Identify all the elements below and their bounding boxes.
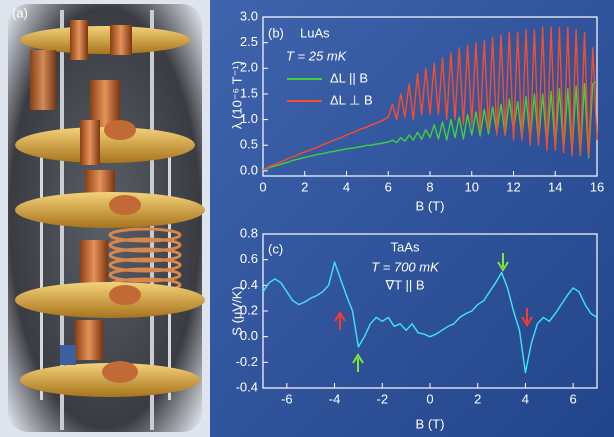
y-tick-label: 1.5 [240,85,258,100]
legend-label: ΔL ⊥ B [330,92,373,107]
y-tick-label: -0.4 [236,379,258,394]
x-axis-label: B (T) [416,416,445,431]
x-tick-label: 2 [301,179,308,194]
panel-label: (c) [268,241,283,256]
y-tick-label: 1.0 [240,111,258,126]
x-tick-label: 4 [522,391,529,406]
x-tick-label: 10 [465,179,479,194]
x-tick-label: 0 [426,391,433,406]
x-tick-label: -4 [329,391,341,406]
photo [0,0,210,437]
x-tick-label: 16 [590,179,604,194]
x-tick-label: -6 [281,391,293,406]
y-tick-label: -0.2 [236,354,258,369]
x-tick-label: 8 [426,179,433,194]
x-tick-label: 14 [548,179,562,194]
x-tick-label: 4 [343,179,350,194]
y-tick-label: 0.0 [240,162,258,177]
x-tick-label: 0 [259,179,266,194]
y-tick-label: 0.5 [240,137,258,152]
y-tick-label: 0.0 [240,328,258,343]
chart-subtitle: T = 25 mK [286,48,348,63]
y-tick-label: 0.2 [240,302,258,317]
annotation: ∇T || B [384,277,424,292]
y-tick-label: 2.0 [240,60,258,75]
y-tick-label: 2.5 [240,34,258,49]
y-tick-label: 0.4 [240,277,258,292]
panel-label: (b) [268,25,284,40]
figure: (a) (b) LuAs T = 25 mK ΔL || B ΔL ⊥ B B … [0,0,614,437]
y-tick-label: 0.8 [240,225,258,240]
chart-title: TaAs [391,239,420,254]
x-tick-label: 2 [474,391,481,406]
y-tick-label: 0.6 [240,251,258,266]
x-tick-label: -2 [377,391,389,406]
chart-title: LuAs [300,25,330,40]
legend-label: ΔL || B [330,70,368,85]
y-tick-label: 3.0 [240,8,258,23]
chart-subtitle: T = 700 mK [371,259,440,274]
x-tick-label: 6 [385,179,392,194]
x-axis-label: B (T) [416,198,445,213]
panel-label: (a) [12,5,28,20]
x-tick-label: 12 [506,179,520,194]
x-tick-label: 6 [570,391,577,406]
page: (a) (b) LuAs T = 25 mK ΔL || B ΔL ⊥ B B … [0,0,614,437]
